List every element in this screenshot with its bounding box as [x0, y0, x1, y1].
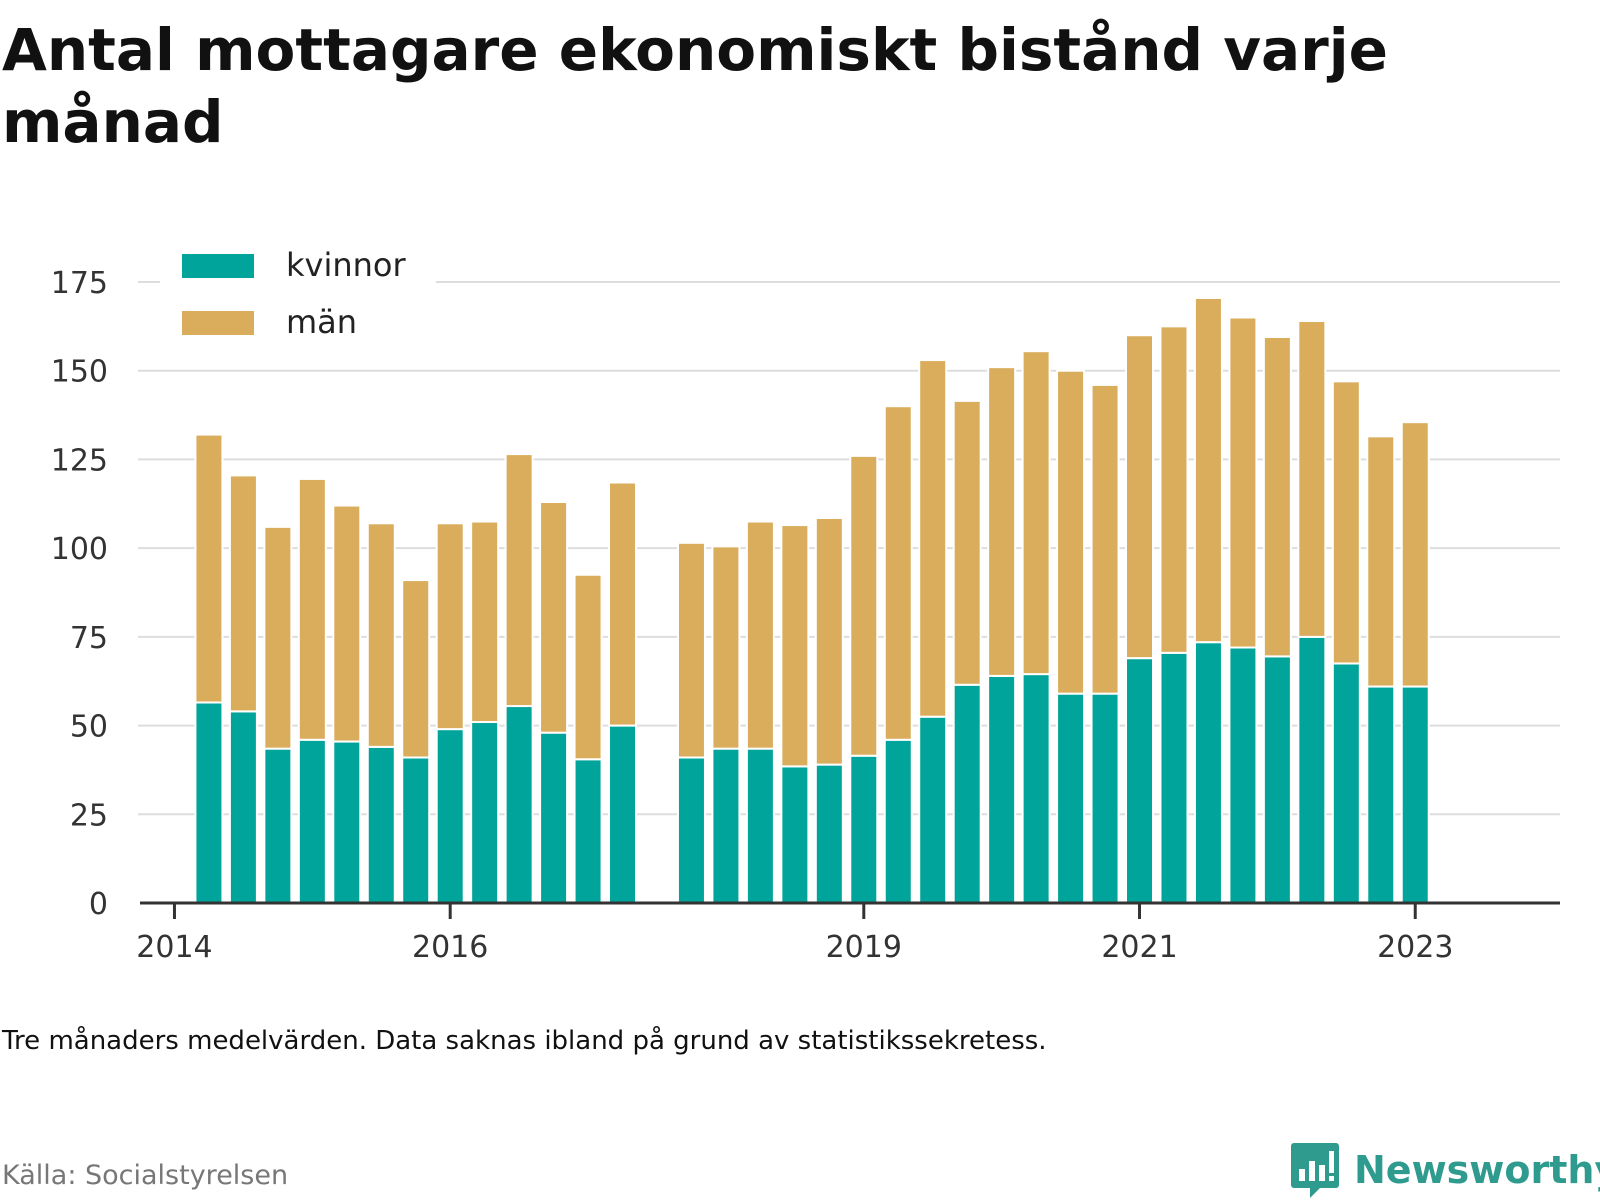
x-tick-label: 2016: [412, 930, 488, 965]
bar-kvinnor: [987, 674, 1017, 904]
bar-kvinnor: [1331, 662, 1361, 904]
brand-logo: Newsworthy: [1290, 1140, 1600, 1200]
bar-kvinnor: [297, 738, 327, 904]
bar-kvinnor: [332, 740, 362, 904]
legend-swatch-man: [182, 311, 254, 335]
bar-man: [539, 501, 569, 734]
bar-kvinnor: [918, 715, 948, 905]
bar-kvinnor: [676, 756, 706, 904]
y-tick-label: 175: [51, 266, 108, 301]
bar-man: [504, 453, 534, 708]
bar-kvinnor: [1193, 641, 1223, 904]
legend-label-man: män: [286, 303, 357, 341]
y-tick-label: 100: [51, 532, 108, 567]
bar-man: [573, 573, 603, 761]
bar-man: [1400, 421, 1430, 688]
bar-kvinnor: [366, 745, 396, 904]
bar-kvinnor: [1400, 685, 1430, 905]
bar-kvinnor: [849, 754, 879, 905]
bar-kvinnor: [608, 724, 638, 904]
legend: kvinnor män: [160, 240, 436, 352]
bar-man: [332, 504, 362, 743]
bar-kvinnor: [1366, 685, 1396, 905]
bar-man: [435, 522, 465, 731]
bar-man: [1090, 383, 1120, 695]
bar-kvinnor: [401, 756, 431, 904]
y-axis-ticks: 0 25 50 75 100 125 150 175: [51, 266, 108, 922]
bar-kvinnor: [1262, 655, 1292, 904]
bar-kvinnor: [883, 738, 913, 904]
legend-swatch-kvinnor: [182, 254, 254, 278]
brand-name: Newsworthy: [1354, 1148, 1600, 1192]
bars: [194, 296, 1430, 905]
bar-man: [918, 359, 948, 718]
bar-man: [883, 405, 913, 741]
bar-man: [711, 545, 741, 750]
bar-kvinnor: [711, 747, 741, 904]
y-tick-label: 0: [89, 887, 108, 922]
x-tick-label: 2023: [1377, 930, 1453, 965]
bar-kvinnor: [1228, 646, 1258, 905]
bar-kvinnor: [780, 765, 810, 904]
bar-man: [1331, 380, 1361, 665]
bar-man: [263, 525, 293, 750]
bar-man: [987, 366, 1017, 677]
y-tick-label: 75: [70, 621, 108, 656]
bar-man: [1125, 334, 1155, 660]
x-tick-label: 2014: [136, 930, 212, 965]
bar-man: [608, 481, 638, 727]
bar-kvinnor: [194, 701, 224, 905]
bar-kvinnor: [745, 747, 775, 904]
chart-note: Tre månaders medelvärden. Data saknas ib…: [2, 1026, 1047, 1056]
bar-kvinnor: [573, 758, 603, 904]
bar-man: [1228, 316, 1258, 649]
bar-man: [297, 477, 327, 741]
bar-man: [366, 522, 396, 748]
bar-kvinnor: [504, 705, 534, 904]
stacked-bar-chart: 0 25 50 75 100 125 150 175 2014 2016 2019 2021 2023…: [50, 240, 1560, 965]
x-axis: 2014 2016 2019 2021 2023: [136, 901, 1560, 965]
bar-kvinnor: [228, 710, 258, 904]
bar-kvinnor: [1056, 692, 1086, 904]
legend-label-kvinnor: kvinnor: [286, 246, 407, 284]
bar-man: [1262, 336, 1292, 658]
y-tick-label: 150: [51, 355, 108, 390]
bar-man: [676, 541, 706, 759]
y-tick-label: 25: [70, 798, 108, 833]
bar-kvinnor: [1297, 635, 1327, 904]
bar-man: [228, 474, 258, 713]
x-tick-label: 2021: [1101, 930, 1177, 965]
x-tick-label: 2019: [826, 930, 902, 965]
bar-kvinnor: [1090, 692, 1120, 904]
chart-title: Antal mottagare ekonomiskt bistånd varje…: [2, 16, 1388, 156]
bar-chart-speech-bubble-icon: [1291, 1143, 1339, 1198]
bar-kvinnor: [1159, 651, 1189, 905]
source-credit: Källa: Socialstyrelsen: [2, 1160, 289, 1191]
bar-kvinnor: [435, 728, 465, 904]
bar-man: [1021, 350, 1051, 676]
bar-man: [1056, 369, 1086, 695]
bar-man: [814, 516, 844, 766]
bar-kvinnor: [263, 747, 293, 904]
bar-man: [780, 524, 810, 768]
bar-man: [1159, 325, 1189, 654]
bar-man: [470, 520, 500, 724]
bar-kvinnor: [1125, 657, 1155, 904]
bar-man: [849, 454, 879, 757]
bar-kvinnor: [539, 731, 569, 904]
bar-man: [952, 399, 982, 686]
bar-man: [1366, 435, 1396, 688]
bar-man: [745, 520, 775, 750]
bar-man: [401, 579, 431, 759]
bar-man: [1193, 296, 1223, 644]
bar-kvinnor: [470, 721, 500, 904]
bar-man: [194, 433, 224, 704]
y-tick-label: 50: [70, 710, 108, 745]
bar-kvinnor: [814, 763, 844, 904]
y-tick-label: 125: [51, 443, 108, 478]
bar-kvinnor: [1021, 673, 1051, 904]
bar-kvinnor: [952, 683, 982, 905]
bar-man: [1297, 320, 1327, 638]
